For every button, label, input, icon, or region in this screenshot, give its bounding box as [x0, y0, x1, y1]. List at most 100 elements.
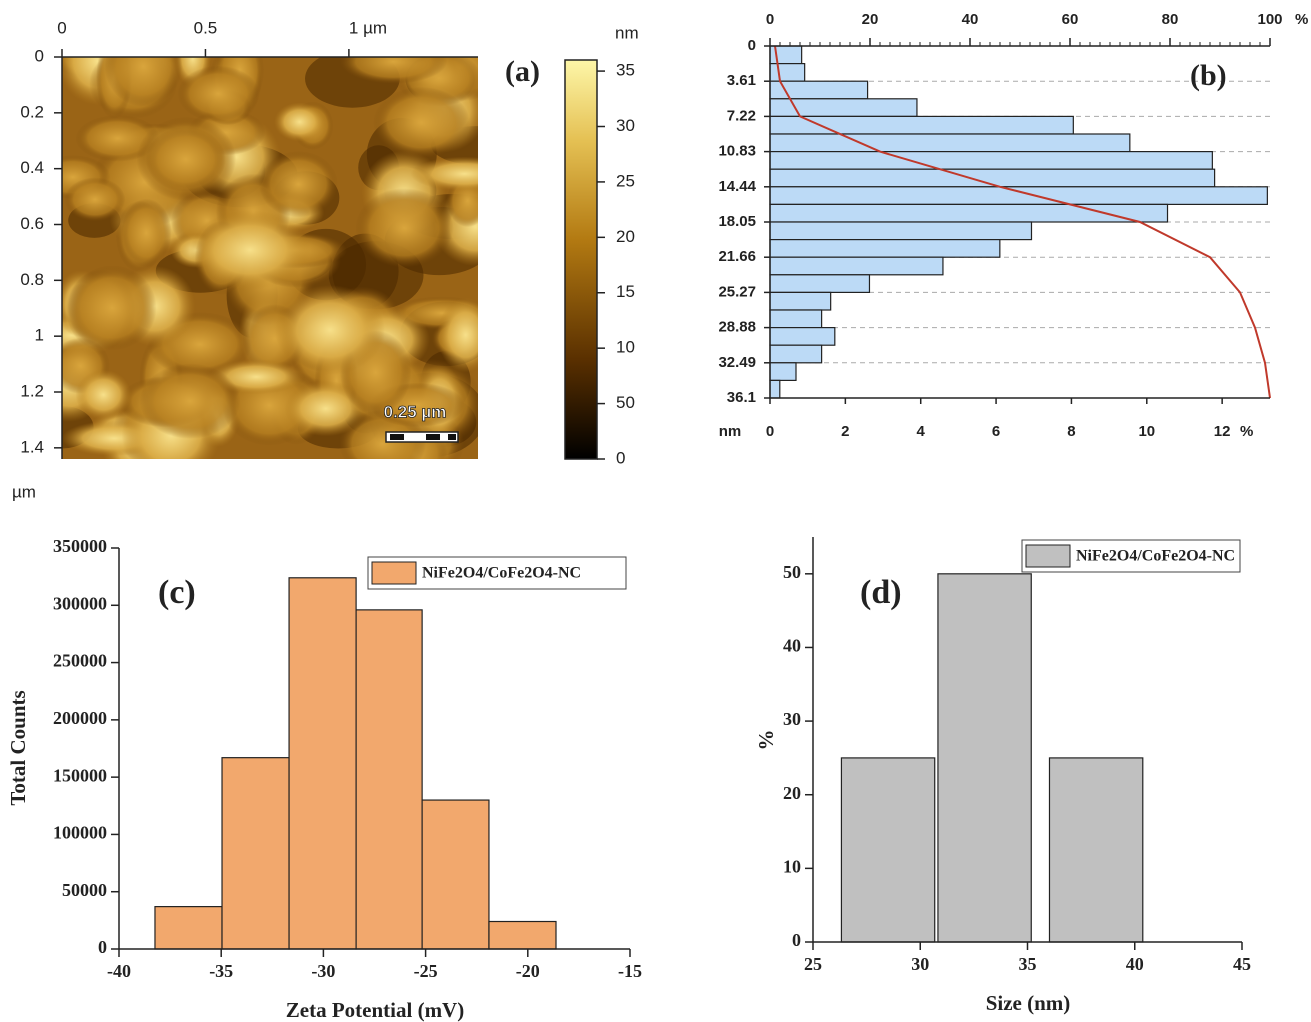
scale-bar-segment [426, 434, 440, 440]
panel-label: (c) [158, 574, 196, 611]
afm-grain [411, 157, 519, 191]
afm-grain [105, 26, 183, 107]
x2-tick-label: 40 [962, 11, 979, 28]
x-tick-label: -30 [311, 961, 335, 981]
legend-label: NiFe2O4/CoFe2O4-NC [422, 565, 581, 582]
afm-grain [68, 265, 157, 350]
afm-grain [373, 87, 470, 159]
bar [770, 116, 1073, 134]
bar [356, 610, 422, 949]
y-axis-unit: µm [12, 482, 36, 501]
afm-grain [340, 39, 448, 83]
x-tick-label: 2 [841, 423, 849, 440]
x-tick-label: 0.5 [194, 18, 218, 37]
x-tick-label: 25 [804, 954, 822, 974]
bar [770, 134, 1130, 152]
panel-label: (b) [1190, 59, 1227, 92]
scale-bar-label: 0.25 µm [384, 402, 447, 421]
x2-tick-label: 20 [862, 11, 879, 28]
colorbar-label: nm [615, 23, 639, 42]
y-tick-label: 100000 [53, 823, 107, 843]
bar [289, 578, 356, 949]
afm-grain [121, 199, 171, 267]
colorbar [565, 60, 597, 459]
y-tick-label: 10 [783, 856, 801, 876]
y-tick-label: 150000 [53, 765, 107, 785]
y-tick-label: 1.2 [20, 381, 44, 400]
y-tick-label: 0.4 [20, 158, 44, 177]
afm-grain [355, 188, 453, 267]
x-tick-label: 10 [1138, 423, 1155, 440]
y-axis-title: % [754, 730, 778, 751]
x-tick-label: 1 µm [349, 18, 387, 37]
y-tick-label: 1.4 [20, 437, 44, 456]
y-tick-label: 7.22 [727, 107, 756, 124]
scale-bar-segment [448, 434, 456, 440]
legend-swatch [1026, 545, 1070, 567]
x-tick-label: -35 [209, 961, 233, 981]
panel-label: (d) [860, 574, 902, 611]
x-tick-label: 12 [1214, 423, 1231, 440]
colorbar-tick-label: 20 [616, 227, 635, 246]
y-tick-label: 1 [35, 326, 44, 345]
y-tick-label: 14.44 [718, 178, 756, 195]
colorbar-tick-label: 50 [616, 393, 635, 412]
x-tick-label: 30 [911, 954, 929, 974]
afm-bright [275, 285, 385, 375]
bar [770, 292, 831, 310]
x-tick-label: 6 [992, 423, 1000, 440]
y-tick-label: 21.66 [718, 248, 756, 265]
scale-bar-segment [390, 434, 404, 440]
y-axis-title: Total Counts [6, 690, 30, 805]
y-tick-label: 25.27 [718, 283, 756, 300]
x-axis-title: Size (nm) [986, 991, 1071, 1015]
y-axis-unit: nm [719, 423, 742, 440]
y-tick-label: 0.6 [20, 214, 44, 233]
bar [770, 257, 943, 275]
bar [770, 64, 805, 82]
colorbar-tick-label: 15 [616, 282, 635, 301]
x2-axis-unit: % [1295, 11, 1308, 28]
y-tick-label: 350000 [53, 536, 107, 556]
afm-grain [76, 370, 132, 420]
x-tick-label: 45 [1233, 954, 1251, 974]
bar [770, 328, 835, 346]
x-tick-label: -15 [618, 961, 642, 981]
x-tick-label: 8 [1067, 423, 1075, 440]
afm-grain [259, 151, 338, 217]
x-tick-label: 4 [917, 423, 926, 440]
colorbar-tick-label: 35 [616, 61, 635, 80]
colorbar-tick-label: 10 [616, 338, 635, 357]
y-tick-label: 28.88 [718, 319, 756, 336]
y-tick-label: 250000 [53, 651, 107, 671]
y-tick-label: 300000 [53, 593, 107, 613]
bar [770, 222, 1031, 240]
x-axis-unit: % [1240, 423, 1253, 440]
bar [770, 380, 780, 398]
panel-label: (a) [505, 55, 540, 88]
figure: 00.51 µm00.20.40.60.811.21.4µm(a)0.25 µm… [0, 0, 1311, 1022]
colorbar-tick-label: 30 [616, 116, 635, 135]
bar [938, 574, 1031, 942]
y-tick-label: 3.61 [727, 72, 756, 89]
y-tick-label: 50 [783, 562, 801, 582]
x2-tick-label: 80 [1162, 11, 1179, 28]
x-tick-label: -25 [414, 961, 438, 981]
y-tick-label: 40 [783, 636, 801, 656]
y-tick-label: 18.05 [718, 213, 756, 230]
afm-grain [437, 298, 494, 373]
bar [155, 907, 222, 949]
afm-grain [140, 363, 241, 438]
x-tick-label: 35 [1019, 954, 1037, 974]
bar [222, 758, 289, 949]
bar [770, 275, 869, 293]
afm-grain [65, 177, 126, 221]
x-axis-title: Zeta Potential (mV) [286, 998, 464, 1022]
bar [1049, 758, 1142, 942]
afm-grain [274, 102, 325, 141]
y-tick-label: 36.1 [727, 389, 756, 406]
y-tick-label: 0 [748, 37, 756, 54]
y-tick-label: 30 [783, 709, 801, 729]
y-tick-label: 32.49 [718, 354, 756, 371]
page: {"chart_data": [ {"type": "image", "labe… [0, 0, 1311, 1022]
